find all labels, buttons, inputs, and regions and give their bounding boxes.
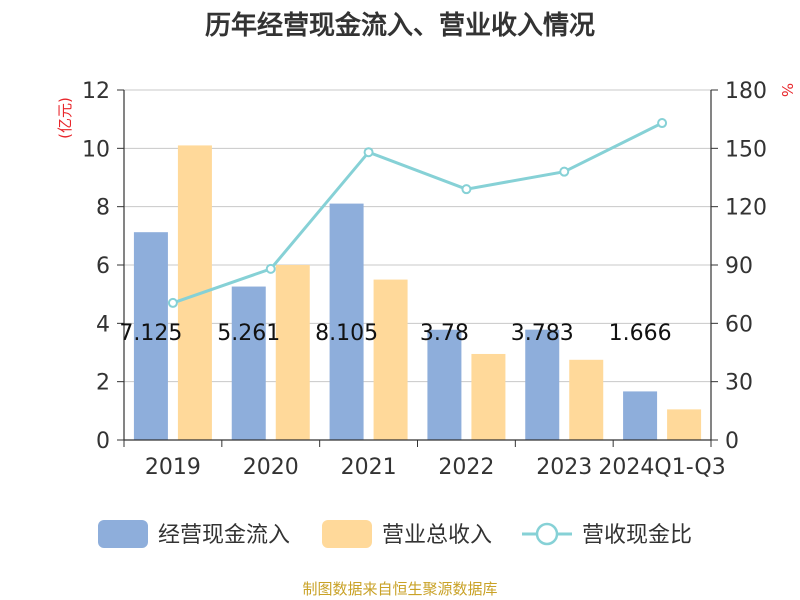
x-tick-label: 2022 xyxy=(438,455,494,480)
left-tick-label: 12 xyxy=(82,79,110,104)
cash-inflow-bar xyxy=(623,391,658,440)
cash-inflow-data-label: 8.105 xyxy=(315,321,378,346)
x-tick-label: 2024Q1-Q3 xyxy=(598,455,725,480)
left-tick-label: 10 xyxy=(82,137,110,162)
x-tick-label: 2023 xyxy=(536,455,592,480)
revenue-bar xyxy=(569,359,604,440)
ratio-point xyxy=(559,166,570,177)
x-tick-label: 2020 xyxy=(243,455,299,480)
right-tick-label: 60 xyxy=(725,312,753,337)
right-tick-label: 0 xyxy=(725,429,739,454)
legend-label-cash-inflow: 经营现金流入 xyxy=(158,523,290,548)
bar-layer xyxy=(133,145,702,440)
right-tick-label: 180 xyxy=(725,79,767,104)
cash-inflow-bar xyxy=(231,286,266,440)
grid-lines xyxy=(124,89,711,383)
revenue-bar xyxy=(471,353,506,440)
right-tick-label: 150 xyxy=(725,137,767,162)
right-tick-label: 90 xyxy=(725,254,753,279)
source-note: 制图数据来自恒生聚源数据库 xyxy=(302,580,497,598)
revenue-bar xyxy=(275,265,310,440)
cash-inflow-data-label: 1.666 xyxy=(609,321,672,346)
cash-inflow-bar xyxy=(525,329,560,440)
left-tick-label: 6 xyxy=(96,254,110,279)
legend-marker-ratio xyxy=(535,522,559,546)
right-tick-label: 120 xyxy=(725,196,767,221)
x-tick-label: 2019 xyxy=(145,455,201,480)
cash-inflow-data-label: 5.261 xyxy=(217,321,280,346)
left-tick-label: 4 xyxy=(96,312,110,337)
legend-swatch-cash-inflow xyxy=(98,520,148,548)
cash-inflow-bar xyxy=(427,329,462,440)
data-label-layer: 7.125 5.261 8.105 3.78 3.783 1.666 xyxy=(119,321,671,346)
legend: 经营现金流入 营业总收入 营收现金比 xyxy=(98,520,692,548)
left-tick-label: 8 xyxy=(96,196,110,221)
chart-title: 历年经营现金流入、营业收入情况 xyxy=(205,10,595,41)
revenue-bar xyxy=(667,409,702,440)
left-tick-label: 2 xyxy=(96,371,110,396)
legend-swatch-revenue xyxy=(322,520,372,548)
cash-inflow-data-label: 3.783 xyxy=(511,321,574,346)
cash-inflow-bar xyxy=(133,232,168,440)
ratio-line-layer xyxy=(167,118,668,308)
ratio-point xyxy=(657,118,668,129)
revenue-bar xyxy=(373,279,408,440)
ratio-point xyxy=(461,184,472,195)
left-axis-unit: (亿元) xyxy=(56,97,74,139)
legend-label-ratio: 营收现金比 xyxy=(582,523,692,548)
cash-inflow-bar xyxy=(329,203,364,440)
ratio-line xyxy=(172,121,663,305)
legend-label-revenue: 营业总收入 xyxy=(382,523,492,548)
right-tick-label: 30 xyxy=(725,371,753,396)
right-axis-unit: % xyxy=(778,83,796,97)
left-tick-label: 0 xyxy=(96,429,110,454)
cash-inflow-data-label: 3.78 xyxy=(420,321,469,346)
ratio-point xyxy=(167,297,178,308)
ratio-point xyxy=(265,263,276,274)
ratio-point xyxy=(363,147,374,158)
cash-inflow-data-label: 7.125 xyxy=(119,321,182,346)
x-tick-label: 2021 xyxy=(341,455,397,480)
